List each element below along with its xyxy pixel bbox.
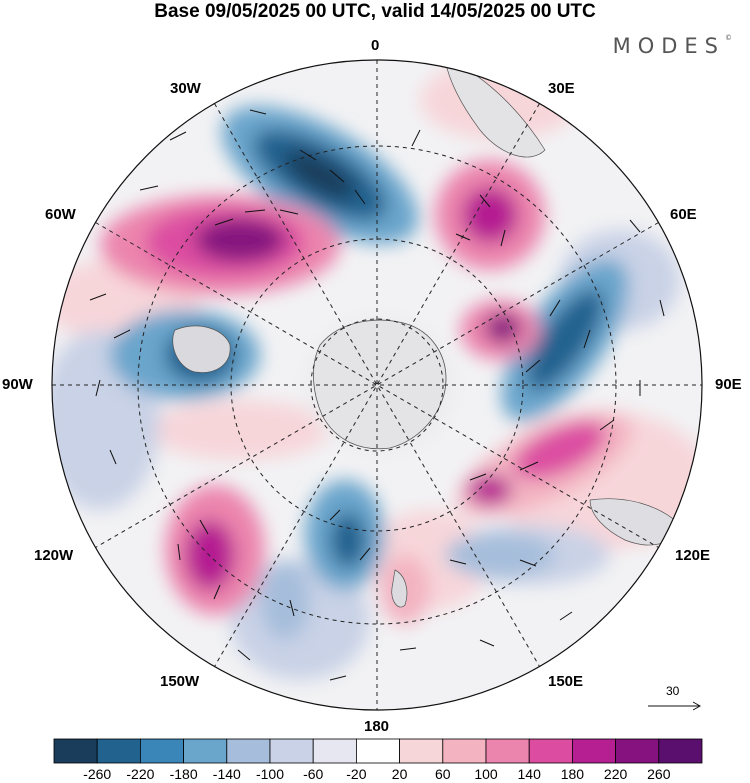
colorbar-tick-label: -60	[303, 766, 324, 782]
lon-label-150e: 150E	[548, 673, 584, 690]
graticule	[52, 60, 702, 710]
colorbar-swatch	[226, 738, 271, 764]
colorbar-tick-label: -260	[83, 766, 112, 782]
colorbar-swatch	[355, 738, 400, 764]
colorbar-swatch	[615, 738, 660, 764]
lon-label-30w: 30W	[170, 80, 201, 97]
colorbar-tick-label: -180	[169, 766, 198, 782]
colorbar-swatch	[442, 738, 487, 764]
colorbar-swatch	[53, 738, 98, 764]
modes-logo: MODES©	[612, 34, 732, 58]
colorbar-swatch	[658, 738, 703, 764]
colorbar-tick-label: 20	[391, 766, 408, 782]
colorbar-swatch	[269, 738, 314, 764]
lon-label-60e: 60E	[670, 206, 697, 223]
colorbar-tick-label: 260	[647, 766, 671, 782]
colorbar-tick-label: -100	[255, 766, 285, 782]
lon-label-180: 180	[364, 718, 390, 735]
colorbar-swatch	[312, 738, 357, 764]
colorbar-tick-label: 60	[435, 766, 451, 782]
lon-label-90w: 90W	[2, 376, 33, 393]
wind-vectors	[89, 109, 665, 681]
new-zealand	[391, 569, 408, 608]
colorbar	[53, 738, 703, 764]
colorbar-tick-label: -20	[346, 766, 367, 782]
antarctica	[313, 319, 447, 450]
lon-label-30e: 30E	[548, 80, 575, 97]
colorbar-tick-label: -220	[126, 766, 155, 782]
colorbar-swatch	[96, 738, 141, 764]
lon-label-120w: 120W	[34, 547, 74, 564]
colorbar-swatch	[399, 738, 444, 764]
lon-label-150w: 150W	[160, 673, 200, 690]
map-border	[51, 59, 703, 711]
colorbar-tick-label: 180	[560, 766, 585, 782]
lon-label-0: 0	[371, 37, 380, 54]
lon-label-60w: 60W	[45, 206, 76, 223]
chart-title: Base 09/05/2025 00 UTC, valid 14/05/2025…	[154, 1, 596, 22]
colorbar-swatch	[528, 738, 573, 764]
colorbar-swatch	[485, 738, 530, 764]
lon-label-90e: 90E	[715, 376, 742, 393]
colorbar-swatch	[572, 738, 617, 764]
colorbar-tick-label: 100	[474, 766, 498, 782]
south-america	[172, 325, 231, 373]
colorbar-tick-label: 140	[517, 766, 541, 782]
colorbar-tick-label: -140	[212, 766, 241, 782]
reference-arrow	[648, 701, 702, 711]
colorbar-swatch	[183, 738, 228, 764]
colorbar-tick-label: 220	[603, 766, 628, 782]
colorbar-swatch	[139, 738, 184, 764]
africa	[444, 60, 546, 158]
lon-label-120e: 120E	[675, 547, 711, 564]
vector-scale-label: 30	[666, 684, 680, 698]
